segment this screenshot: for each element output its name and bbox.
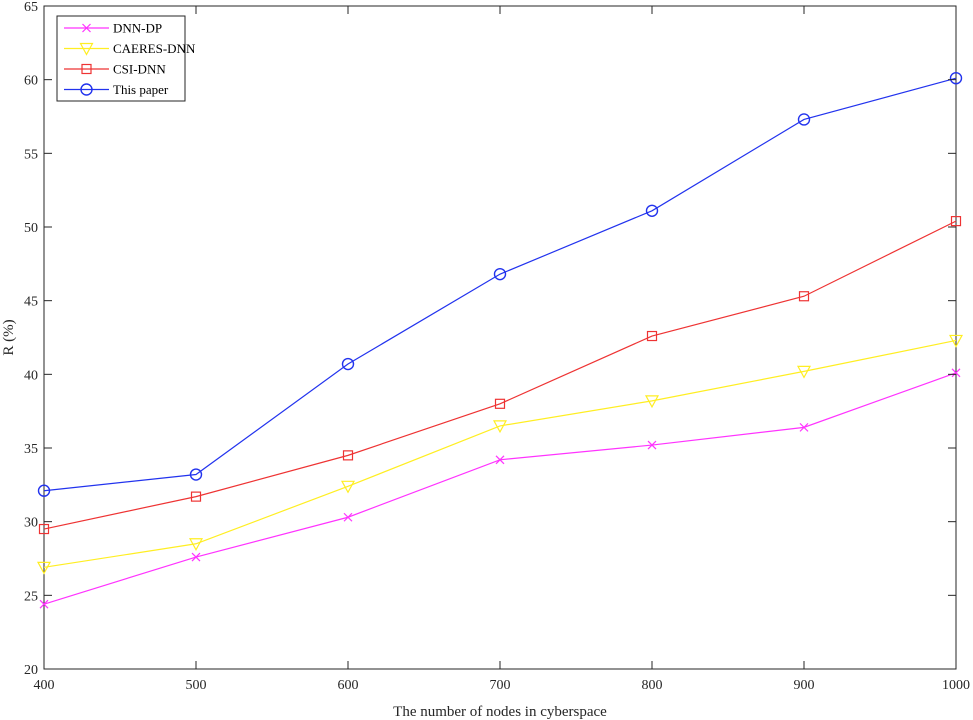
data-point: [189, 468, 203, 481]
data-point: [492, 420, 508, 434]
series-csi-dnn: [38, 216, 962, 535]
y-tick-label: 50: [24, 221, 38, 236]
data-point: [190, 491, 202, 502]
data-point: [798, 291, 810, 302]
y-tick-label: 45: [24, 295, 38, 310]
legend-label: DNN-DP: [113, 21, 162, 36]
data-point: [493, 267, 507, 281]
marker-stroke: [82, 23, 91, 33]
series-caeres-dnn: [36, 334, 964, 575]
data-point: [645, 204, 659, 217]
legend-box: [56, 15, 186, 102]
plot-area: [43, 5, 957, 670]
y-tick-label: 30: [24, 516, 38, 531]
series-this-paper: [37, 71, 963, 497]
marker-stroke: [951, 368, 961, 378]
legend-label: CSI-DNN: [113, 62, 166, 77]
data-point: [37, 484, 51, 497]
marker-stroke: [39, 599, 49, 609]
legend-marker: [79, 42, 94, 56]
data-point: [950, 216, 962, 227]
x-axis-label: The number of nodes in cyberspace: [393, 704, 607, 720]
y-tick-label: 60: [24, 74, 38, 89]
marker-stroke: [191, 552, 201, 562]
x-tick-label: 600: [338, 678, 359, 693]
legend-item: CSI-DNN: [64, 62, 166, 77]
data-point: [796, 365, 812, 379]
marker-stroke: [495, 455, 505, 465]
data-point: [948, 334, 964, 348]
y-tick-label: 20: [24, 663, 38, 678]
marker-stroke: [799, 422, 809, 432]
data-point: [188, 538, 204, 552]
data-point: [341, 357, 355, 371]
y-tick-label: 55: [24, 147, 38, 162]
series-line: [43, 339, 957, 568]
x-tick-label: 700: [490, 678, 511, 693]
data-point: [949, 71, 963, 85]
data-point: [191, 552, 201, 562]
data-point: [39, 599, 49, 609]
x-tick-label: 400: [34, 678, 55, 693]
y-tick-label: 40: [24, 368, 38, 383]
marker-stroke: [343, 512, 353, 522]
series-dnn-dp: [39, 368, 961, 609]
y-tick-label: 65: [24, 0, 38, 15]
data-point: [342, 450, 354, 461]
series-line: [43, 77, 957, 492]
y-tick-label: 25: [24, 589, 38, 604]
data-point: [494, 398, 506, 409]
x-tick-label: 1000: [942, 678, 970, 693]
data-point: [797, 113, 811, 126]
legend-item: DNN-DP: [64, 21, 162, 36]
y-tick-label: 35: [24, 442, 38, 457]
data-point: [495, 455, 505, 465]
legend-marker: [82, 23, 91, 33]
data-point: [646, 330, 658, 342]
x-tick-label: 900: [794, 678, 815, 693]
legend-item: This paper: [64, 82, 169, 97]
legend-marker: [80, 83, 93, 96]
y-axis-label: R (%): [1, 319, 17, 355]
data-point: [343, 512, 353, 522]
data-point: [36, 561, 52, 575]
data-point: [799, 422, 809, 432]
data-point: [644, 395, 660, 409]
series-line: [43, 220, 957, 530]
legend-label: This paper: [113, 82, 169, 97]
marker-stroke: [647, 440, 657, 450]
legend-label: CAERES-DNN: [113, 41, 196, 56]
data-point: [951, 368, 961, 378]
x-tick-label: 800: [642, 678, 663, 693]
data-point: [38, 523, 50, 535]
data-point: [340, 480, 356, 494]
legend-item: CAERES-DNN: [64, 41, 196, 56]
x-tick-label: 500: [186, 678, 207, 693]
legend-marker: [81, 63, 92, 75]
data-point: [647, 440, 657, 450]
